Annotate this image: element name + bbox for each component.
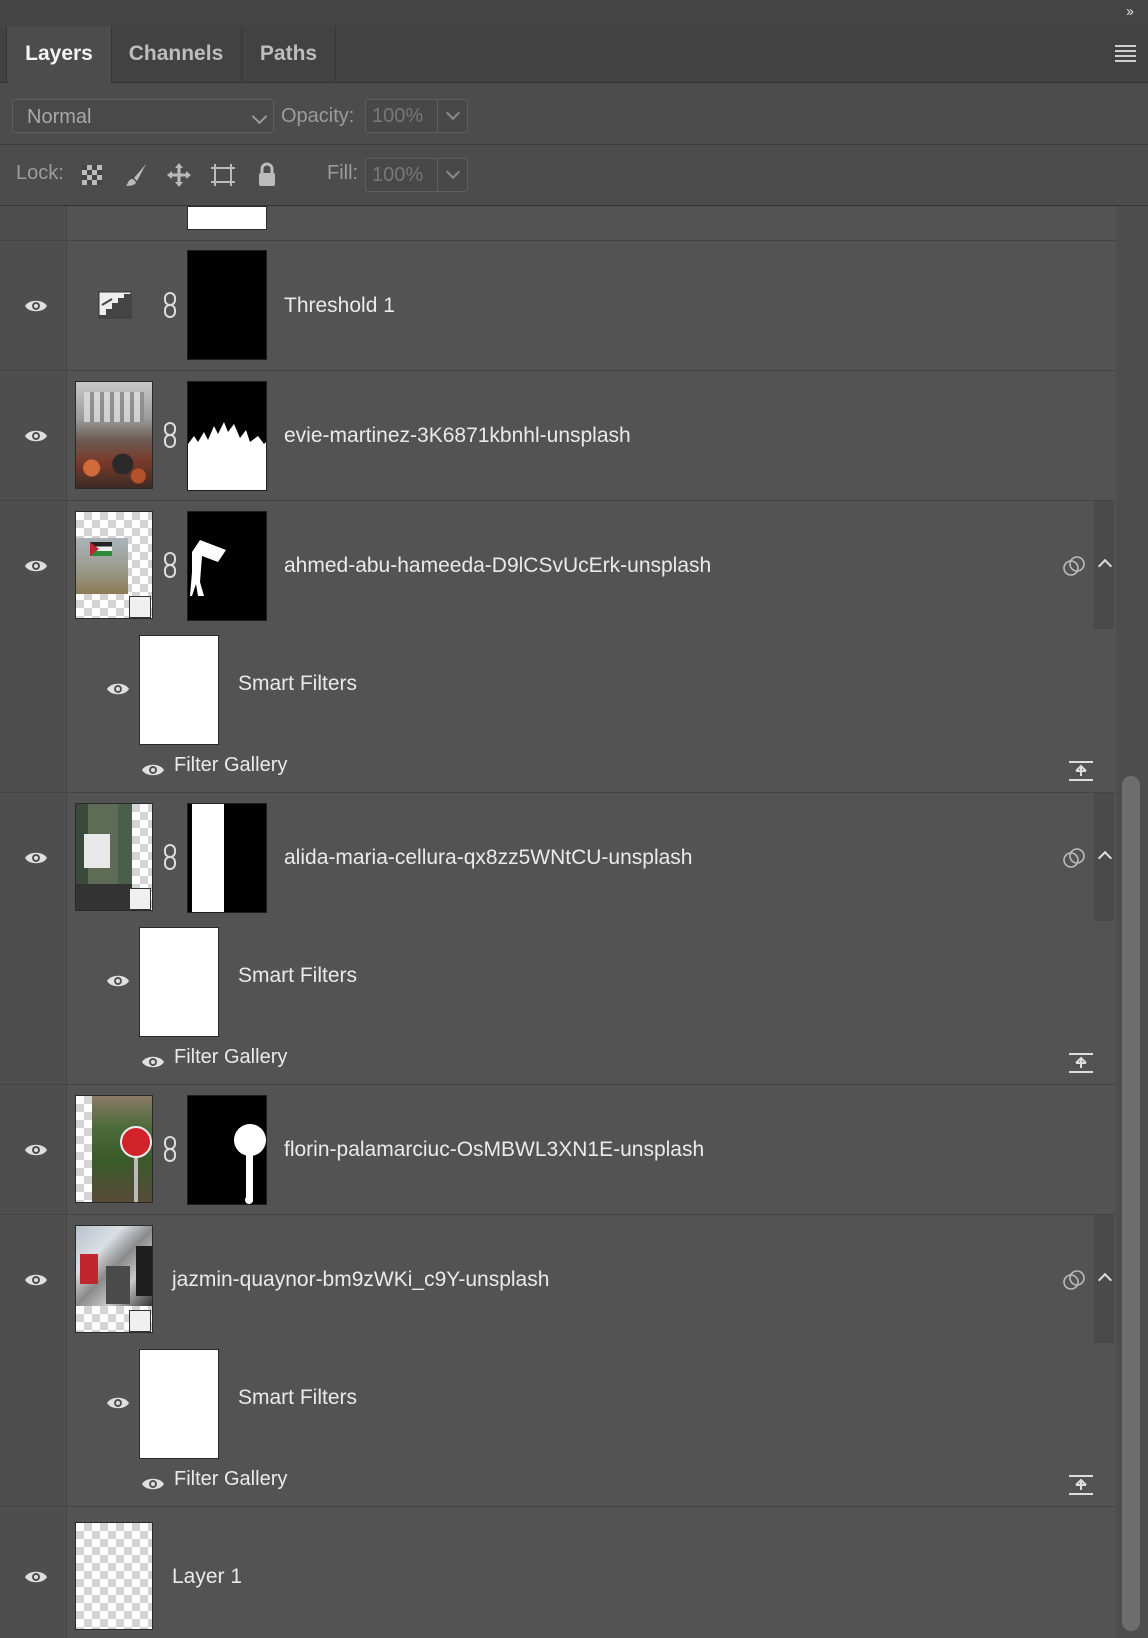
chevron-down-icon — [445, 105, 461, 121]
eye-icon[interactable] — [24, 299, 48, 313]
link-chain-icon[interactable] — [163, 1135, 177, 1163]
fill-input[interactable]: 100% — [365, 158, 438, 192]
smart-filter-blend-icon[interactable] — [1062, 847, 1086, 869]
threshold-adjustment-icon — [98, 291, 132, 319]
layers-list: Threshold 1 evie-martinez-3K6871kbnhl-un… — [0, 206, 1116, 1638]
eye-icon[interactable] — [106, 1396, 130, 1410]
smart-filter-mask-thumbnail — [139, 1349, 219, 1459]
smart-filter-blend-icon[interactable] — [1062, 1269, 1086, 1291]
filter-blending-options-icon[interactable] — [1068, 1052, 1094, 1074]
blend-row: Normal Opacity: 100% — [0, 83, 1148, 145]
eye-icon[interactable] — [106, 974, 130, 988]
layer-thumbnail — [75, 511, 153, 619]
eye-icon[interactable] — [24, 1143, 48, 1157]
tab-layers[interactable]: Layers — [6, 26, 112, 83]
lock-position-icon[interactable] — [165, 161, 193, 189]
link-chain-icon[interactable] — [163, 421, 177, 449]
layer-name: Threshold 1 — [284, 294, 395, 317]
smart-object-badge-icon — [129, 1310, 151, 1332]
blend-mode-select[interactable]: Normal — [12, 99, 274, 133]
lock-image-pixels-icon[interactable] — [122, 161, 150, 189]
lock-row: Lock: Fill: 100% — [0, 145, 1148, 206]
layer-row-group[interactable]: alida-maria-cellura-qx8zz5WNtCU-unsplash… — [0, 793, 1116, 1085]
link-chain-icon[interactable] — [163, 843, 177, 871]
layer-name: evie-martinez-3K6871kbnhl-unsplash — [284, 424, 631, 447]
lock-label: Lock: — [16, 162, 64, 184]
layer-thumbnail — [75, 1225, 153, 1333]
collapse-filters-chevron-icon[interactable] — [1094, 501, 1114, 629]
link-chain-icon[interactable] — [163, 291, 177, 319]
tab-channels[interactable]: Channels — [111, 26, 242, 82]
link-chain-icon[interactable] — [163, 551, 177, 579]
layer-row-group[interactable]: ahmed-abu-hameeda-D9lCSvUcErk-unsplash S… — [0, 501, 1116, 793]
lock-transparent-pixels-icon[interactable] — [78, 161, 106, 189]
filter-name[interactable]: Filter Gallery — [174, 1046, 288, 1068]
fill-label: Fill: — [327, 162, 359, 184]
layer-mask-thumbnail — [187, 206, 267, 230]
lock-artboard-icon[interactable] — [209, 161, 237, 189]
layer-name: jazmin-quaynor-bm9zWKi_c9Y-unsplash — [172, 1268, 550, 1291]
filter-blending-options-icon[interactable] — [1068, 1474, 1094, 1496]
smart-object-badge-icon — [129, 888, 151, 910]
layer-mask-thumbnail — [187, 381, 267, 491]
layer-name: Layer 1 — [172, 1565, 243, 1588]
filter-blending-options-icon[interactable] — [1068, 760, 1094, 782]
eye-icon[interactable] — [24, 851, 48, 865]
eye-icon[interactable] — [24, 1273, 48, 1287]
collapse-filters-chevron-icon[interactable] — [1094, 1215, 1114, 1343]
smart-filter-mask-thumbnail — [139, 635, 219, 745]
eye-icon[interactable] — [141, 1477, 165, 1491]
panel-menu-icon[interactable] — [1115, 45, 1136, 63]
layer-name: alida-maria-cellura-qx8zz5WNtCU-unsplash — [284, 846, 693, 869]
panel-top-strip: ›› — [0, 0, 1148, 27]
scrollbar-thumb[interactable] — [1122, 776, 1140, 1631]
layer-thumbnail — [75, 381, 153, 489]
layer-row-group[interactable]: jazmin-quaynor-bm9zWKi_c9Y-unsplash Smar… — [0, 1215, 1116, 1507]
opacity-dropdown[interactable] — [438, 99, 468, 133]
blend-mode-value: Normal — [27, 106, 92, 128]
layer-row[interactable]: evie-martinez-3K6871kbnhl-unsplash — [0, 371, 1116, 501]
fill-dropdown[interactable] — [438, 158, 468, 192]
layer-name: ahmed-abu-hameeda-D9lCSvUcErk-unsplash — [284, 554, 712, 577]
smart-object-badge-icon — [129, 596, 151, 618]
layer-row[interactable]: florin-palamarciuc-OsMBWL3XN1E-unsplash — [0, 1085, 1116, 1215]
layer-name: florin-palamarciuc-OsMBWL3XN1E-unsplash — [284, 1138, 705, 1161]
eye-icon[interactable] — [141, 763, 165, 777]
opacity-input[interactable]: 100% — [365, 99, 438, 133]
eye-icon[interactable] — [106, 682, 130, 696]
smart-filter-blend-icon[interactable] — [1062, 555, 1086, 577]
eye-icon[interactable] — [24, 559, 48, 573]
layer-mask-thumbnail — [187, 1095, 267, 1205]
filter-name[interactable]: Filter Gallery — [174, 754, 288, 776]
panel-tab-bar: Layers Channels Paths — [0, 26, 1148, 83]
collapse-filters-chevron-icon[interactable] — [1094, 793, 1114, 921]
layer-row[interactable]: Threshold 1 — [0, 241, 1116, 371]
layer-mask-thumbnail — [187, 511, 267, 621]
lock-all-icon[interactable] — [253, 161, 281, 189]
tab-paths[interactable]: Paths — [242, 26, 336, 82]
layer-thumbnail — [75, 1522, 153, 1630]
smart-filter-mask-thumbnail — [139, 927, 219, 1037]
smart-filters-label: Smart Filters — [238, 672, 358, 695]
layer-row-partial[interactable] — [0, 206, 1116, 241]
smart-filters-label: Smart Filters — [238, 1386, 358, 1409]
smart-filters-label: Smart Filters — [238, 964, 358, 987]
chevron-down-icon — [251, 108, 268, 125]
collapse-panel-icon[interactable]: ›› — [1126, 3, 1134, 20]
eye-icon[interactable] — [24, 1570, 48, 1584]
layer-thumbnail — [75, 1095, 153, 1203]
filter-name[interactable]: Filter Gallery — [174, 1468, 288, 1490]
layer-row[interactable]: Layer 1 — [0, 1507, 1116, 1638]
eye-icon[interactable] — [24, 429, 48, 443]
layer-mask-thumbnail — [187, 250, 267, 360]
opacity-label: Opacity: — [281, 105, 355, 127]
layer-mask-thumbnail — [187, 803, 267, 913]
layer-thumbnail — [75, 803, 153, 911]
chevron-down-icon — [445, 164, 461, 180]
eye-icon[interactable] — [141, 1055, 165, 1069]
